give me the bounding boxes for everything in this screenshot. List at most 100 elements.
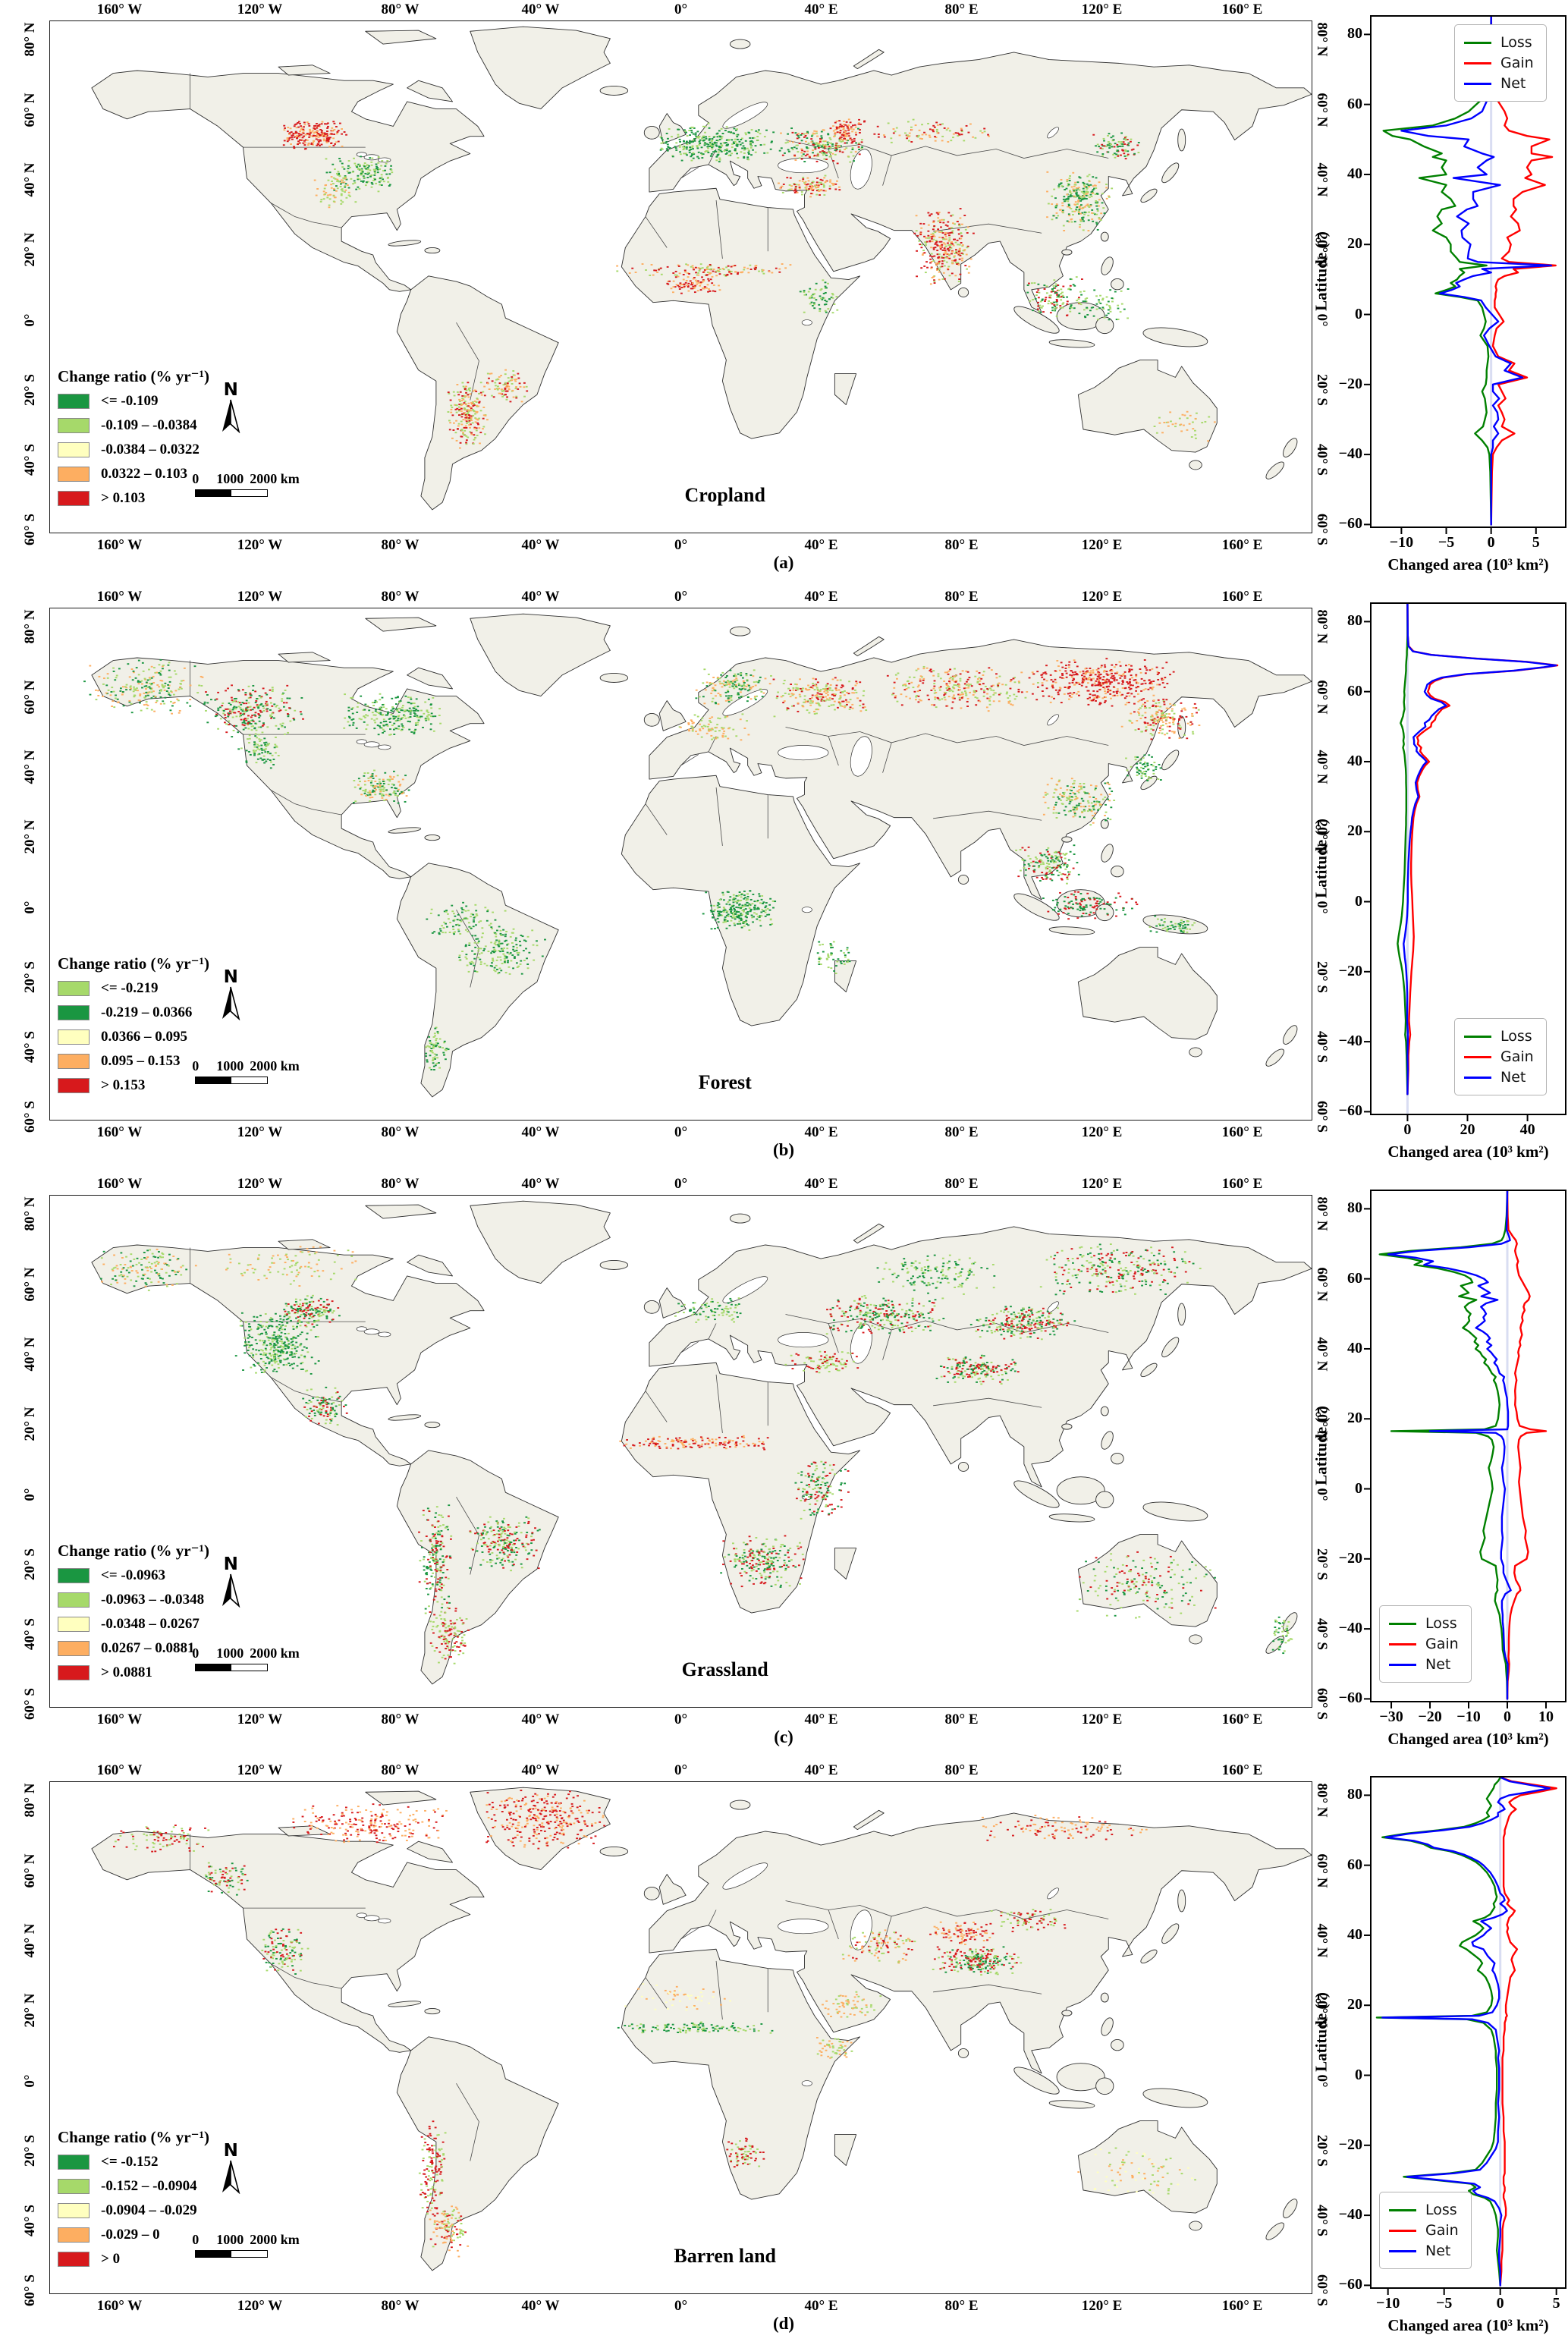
longitude-label: 0° <box>674 1762 688 1778</box>
legend-swatch <box>58 491 90 507</box>
chart-legend-label: Net <box>1425 2243 1451 2259</box>
latitude-label: 60° S <box>22 1688 38 1721</box>
north-arrow-icon <box>222 399 240 434</box>
latitude-label: 60° N <box>22 93 38 127</box>
legend-class-label: -0.152 – -0.0904 <box>101 2178 197 2195</box>
legend-class-label: <= -0.152 <box>101 2154 159 2170</box>
latitude-label: 20° N <box>22 1407 38 1441</box>
legend-swatch <box>58 1568 90 1584</box>
chart-legend: Loss Gain Net <box>1379 2192 1472 2269</box>
longitude-label: 80° E <box>944 1762 979 1778</box>
latitude-label: 40° S <box>22 1618 38 1651</box>
latitude-label: 60° N <box>22 1267 38 1302</box>
longitude-label: 80° E <box>944 589 979 605</box>
chart-xtick-label: 10 <box>1538 1708 1554 1725</box>
map-legend-row: -0.219 – 0.0366 <box>58 1004 209 1022</box>
panel-b: 160° W 120° W 80° W 40° W 0° 40° E 80° E 120° E… <box>0 587 1568 1174</box>
chart-yaxis-title: Latitude (°) <box>1312 819 1331 898</box>
longitude-label: 0° <box>674 1176 688 1192</box>
scale-label-2000: 2000 km <box>250 1058 300 1074</box>
longitude-label: 80° E <box>944 537 979 553</box>
latitude-label: 20° S <box>22 373 38 406</box>
legend-line-swatch <box>1464 1055 1491 1058</box>
scale-label-1000: 1000 <box>216 1645 244 1661</box>
chart-xaxis-title: Changed area (10³ km²) <box>1387 2316 1549 2334</box>
chart-xtick-label: 40 <box>1519 1121 1535 1138</box>
longitude-label: 120° E <box>1081 2298 1123 2314</box>
chart-legend-label: Loss <box>1425 1615 1457 1632</box>
chart-legend-label: Gain <box>1425 2222 1459 2239</box>
scale-label-1000: 1000 <box>216 2232 244 2248</box>
north-arrow-icon <box>222 1573 240 1608</box>
longitude-label: 120° E <box>1081 1176 1123 1192</box>
scale-label-2000: 2000 km <box>250 2232 300 2248</box>
chart-ytick-label: 20 <box>1347 235 1362 253</box>
chart-ytick-label: 0 <box>1355 305 1362 322</box>
north-arrow-label: N <box>223 380 238 401</box>
longitude-label: 80° W <box>381 1124 419 1140</box>
world-map: Change ratio (% yr⁻¹) <= -0.219 -0.219 – 0… <box>49 608 1312 1121</box>
series-loss <box>1382 16 1492 526</box>
longitude-label: 160° W <box>96 589 143 605</box>
longitude-label: 160° E <box>1221 2298 1263 2314</box>
map-title: Grassland <box>681 1658 768 1680</box>
latitude-label: 80° N <box>22 1783 38 1818</box>
north-arrow-icon <box>222 2160 240 2195</box>
latitude-label: 60° N <box>22 680 38 715</box>
longitude-label: 40° W <box>521 589 560 605</box>
scale-label-0: 0 <box>192 2232 200 2248</box>
map-legend-row: 0.0322 – 0.103 <box>58 466 209 483</box>
map-legend-row: <= -0.219 <box>58 980 209 998</box>
legend-class-label: > 0.153 <box>101 1077 146 1094</box>
longitude-label: 160° E <box>1221 1762 1263 1778</box>
scale-bar-black-segment <box>196 1077 232 1084</box>
map-title: Forest <box>698 1070 752 1093</box>
legend-line-swatch <box>1389 2229 1416 2232</box>
legend-swatch <box>58 2203 90 2219</box>
longitude-label: 80° E <box>944 1176 979 1192</box>
chart-xtick-label: −5 <box>1438 534 1455 551</box>
longitude-label: 80° E <box>944 1711 979 1727</box>
panel-letter: (d) <box>772 2314 795 2333</box>
chart-ytick-label: 40 <box>1347 752 1362 769</box>
longitude-label: 0° <box>674 537 688 553</box>
chart-xaxis-title: Changed area (10³ km²) <box>1387 555 1549 574</box>
legend-swatch <box>58 1665 90 1681</box>
scale-bar: 0 1000 2000 km <box>192 1645 300 1672</box>
legend-swatch <box>58 467 90 482</box>
legend-swatch <box>58 1592 90 1608</box>
chart-legend: Loss Gain Net <box>1454 24 1547 102</box>
latitude-label: 80° N <box>22 609 38 644</box>
map-legend-row: -0.109 – -0.0384 <box>58 417 209 435</box>
world-map-canvas <box>50 1196 1312 1707</box>
scale-bar-graphic <box>195 1664 269 1672</box>
map-legend-title: Change ratio (% yr⁻¹) <box>58 2127 209 2146</box>
map-title: Barren land <box>674 2244 777 2267</box>
longitude-label: 160° W <box>96 1124 143 1140</box>
longitude-label: 160° E <box>1221 1176 1263 1192</box>
map-legend-title: Change ratio (% yr⁻¹) <box>58 1541 209 1560</box>
latitude-label: 20° N <box>22 232 38 267</box>
legend-class-label: -0.0348 – 0.0267 <box>101 1616 200 1633</box>
latitude-label: 40° S <box>22 2205 38 2237</box>
longitude-label: 120° W <box>237 1762 283 1778</box>
scale-label-1000: 1000 <box>216 471 244 487</box>
chart-ytick-label: −20 <box>1338 2136 1362 2153</box>
longitude-label: 160° W <box>96 2 143 17</box>
chart-legend-row: Gain <box>1389 1636 1459 1652</box>
longitude-label: 160° W <box>96 1711 143 1727</box>
latitude-label: 0° <box>22 313 38 327</box>
legend-class-label: <= -0.0963 <box>101 1567 165 1584</box>
chart-legend: Loss Gain Net <box>1454 1018 1547 1095</box>
chart-ytick-label: −60 <box>1338 515 1362 533</box>
map-title: Cropland <box>684 483 765 506</box>
longitude-label: 160° E <box>1221 1124 1263 1140</box>
map-legend-row: -0.0904 – -0.029 <box>58 2202 209 2220</box>
longitude-label: 40° W <box>521 1124 560 1140</box>
longitude-label: 120° E <box>1081 589 1123 605</box>
longitude-label: 80° W <box>381 2 419 17</box>
map-legend: Change ratio (% yr⁻¹) <= -0.152 -0.152 – -… <box>58 2127 209 2268</box>
chart-xtick-label: −5 <box>1435 2295 1453 2312</box>
longitude-label: 40° W <box>521 537 560 553</box>
